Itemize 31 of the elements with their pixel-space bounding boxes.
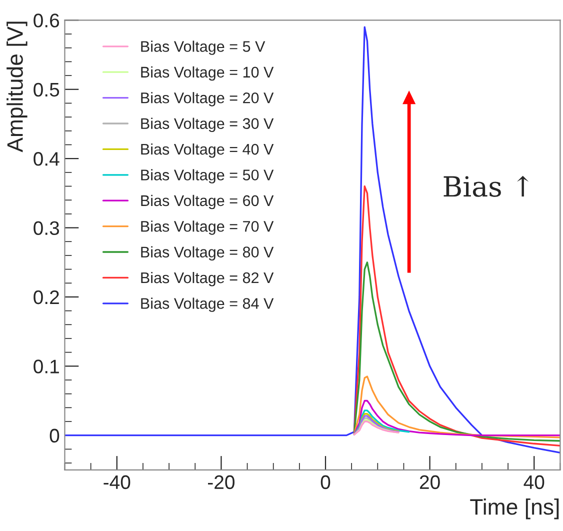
legend-label: Bias Voltage = 5 V xyxy=(141,40,266,55)
y-tick-label: 0.6 xyxy=(34,14,60,28)
x-tick-label: 40 xyxy=(524,475,544,490)
annotation: Bias ↑ xyxy=(444,176,528,197)
y-tick-label: 0.4 xyxy=(34,152,60,166)
legend-label: Bias Voltage = 80 V xyxy=(141,246,274,261)
legend-label: Bias Voltage = 82 V xyxy=(141,272,274,286)
line-series xyxy=(353,400,560,436)
legend-label: Bias Voltage = 30 V xyxy=(141,118,274,132)
y-axis-title: Amplitude [V] xyxy=(6,22,28,152)
line-series xyxy=(353,376,560,438)
legend-label: Bias Voltage = 84 V xyxy=(141,298,274,312)
x-tick-label: -20 xyxy=(208,475,234,490)
legend-label: Bias Voltage = 60 V xyxy=(141,194,274,210)
legend-label: Bias Voltage = 20 V xyxy=(141,92,274,106)
x-axis-title: Time [ns] xyxy=(470,498,559,520)
x-tick-label: 20 xyxy=(420,475,440,490)
x-tick-label: 0 xyxy=(320,475,330,490)
legend-label: Bias Voltage = 50 V xyxy=(141,169,274,184)
legend-label: Bias Voltage = 40 V xyxy=(141,143,274,158)
line-series xyxy=(353,410,410,436)
legend-label: Bias Voltage = 10 V xyxy=(141,66,274,81)
y-tick-label: 0.2 xyxy=(34,290,59,304)
y-tick-label: 0.3 xyxy=(34,221,60,235)
legend-label: Bias Voltage = 70 V xyxy=(141,220,274,235)
x-tick-label: -40 xyxy=(104,475,130,490)
y-tick-label: 0.5 xyxy=(34,82,60,97)
y-tick-label: 0 xyxy=(50,428,60,443)
y-tick-label: 0.1 xyxy=(34,360,59,374)
line-series xyxy=(353,262,560,442)
line-series xyxy=(64,26,560,454)
